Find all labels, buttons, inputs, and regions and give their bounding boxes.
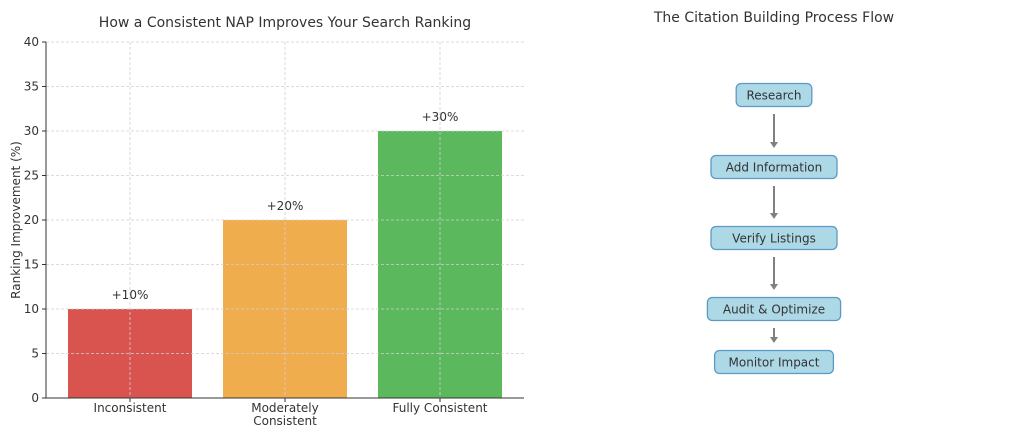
data-label: +30% [422, 110, 459, 124]
y-tick-label: 5 [31, 347, 39, 361]
flow-step-label: Add Information [726, 161, 823, 175]
flow-arrow-head [770, 142, 778, 148]
flow-step-box [710, 154, 838, 180]
flow-step-box [735, 82, 813, 108]
y-tick-label: 35 [24, 80, 39, 94]
axes: 0 5 10 15 20 25 30 35 40 +10% Inconsistent +20% Mode… [24, 35, 524, 428]
x-tick-label: Inconsistent [94, 401, 167, 415]
data-label: +10% [112, 288, 149, 302]
flow-step-box [713, 349, 835, 375]
y-tick-label: 20 [24, 213, 39, 227]
y-tick-label: 10 [24, 302, 39, 316]
flow-arrow-head [770, 284, 778, 290]
process-flow-diagram: The Citation Building Process Flow Resea… [653, 10, 894, 375]
y-tick-label: 25 [24, 169, 39, 183]
y-tick-label: 30 [24, 124, 39, 138]
y-tick-label: 15 [24, 258, 39, 272]
grid [46, 41, 524, 399]
flow-arrow-head [770, 213, 778, 219]
flow-step-label: Monitor Impact [729, 356, 820, 370]
flow-step-label: Audit & Optimize [723, 303, 825, 317]
chart-title: How a Consistent NAP Improves Your Searc… [99, 15, 471, 31]
flow-arrow-head [770, 337, 778, 343]
x-tick-label: Fully Consistent [393, 401, 488, 415]
flow-title: The Citation Building Process Flow [653, 10, 894, 26]
flow-step-label: Research [746, 89, 801, 103]
flow-step-label: Verify Listings [732, 232, 816, 246]
y-tick-label: 40 [24, 35, 39, 49]
data-label: +20% [267, 199, 304, 213]
flow-step-box [710, 225, 838, 251]
x-tick-label: Consistent [253, 414, 317, 428]
flow-step-box [706, 296, 842, 322]
x-tick-label: Moderately [251, 401, 319, 415]
y-axis-label: Ranking Improvement (%) [9, 141, 23, 299]
y-tick-label: 0 [31, 391, 39, 405]
